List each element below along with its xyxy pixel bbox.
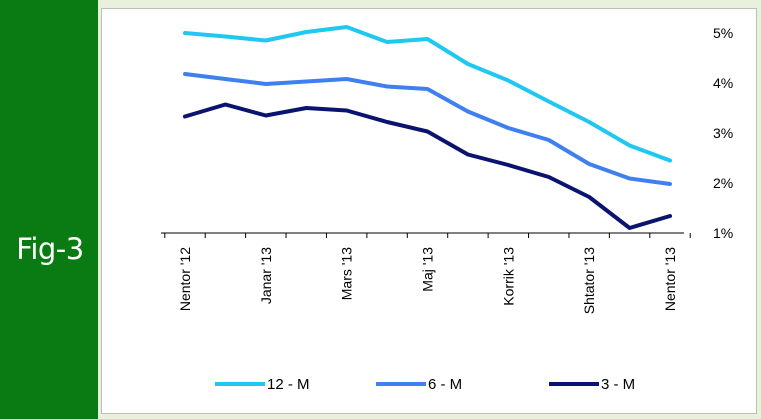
x-tick-label: Nentor '12	[177, 247, 193, 311]
x-tick-label: Mars '13	[339, 247, 355, 300]
y-tick-label: 5%	[713, 25, 733, 41]
series-line	[183, 72, 672, 186]
y-tick-label: 4%	[713, 75, 733, 91]
x-tick-label: Korrik '13	[500, 247, 516, 306]
figure-label: Fig-3	[16, 232, 84, 266]
line-chart: Nentor '12 Janar '13 Mars '13 Maj '13 Korrik…	[161, 25, 733, 393]
x-tick-label: Maj '13	[420, 247, 436, 292]
legend-label: 12 - M	[267, 376, 310, 393]
y-tick-label: 3%	[713, 125, 733, 141]
figure-label-panel: Fig-3	[0, 0, 98, 419]
legend-label: 6 - M	[428, 376, 462, 393]
series-line	[183, 25, 672, 163]
x-tick-label: Janar '13	[258, 247, 274, 304]
chart-frame: Nentor '12 Janar '13 Mars '13 Maj '13 Korrik…	[101, 8, 757, 414]
legend-label: 3 - M	[601, 376, 635, 393]
x-tick-label: Shtator '13	[581, 247, 597, 314]
x-tick-label: Nentor '13	[662, 247, 678, 311]
y-tick-label: 2%	[713, 175, 733, 191]
y-tick-label: 1%	[713, 225, 733, 241]
series-line	[183, 102, 672, 230]
